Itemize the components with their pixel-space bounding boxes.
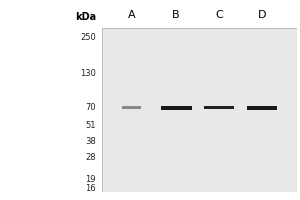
Text: 51: 51 [85,121,96,130]
Bar [204,106,234,109]
Text: 250: 250 [80,33,96,42]
Bar [102,28,297,192]
Text: 130: 130 [80,69,96,78]
Text: 70: 70 [85,103,96,112]
Bar [247,106,277,110]
Text: 38: 38 [85,137,96,146]
Text: D: D [258,10,266,20]
Text: 16: 16 [85,184,96,193]
Bar [160,106,192,110]
Text: 28: 28 [85,153,96,162]
Text: B: B [172,10,180,20]
Text: 19: 19 [85,175,96,184]
Text: kDa: kDa [75,12,96,22]
Text: A: A [128,10,135,20]
Text: C: C [215,10,223,20]
Bar [122,106,141,109]
